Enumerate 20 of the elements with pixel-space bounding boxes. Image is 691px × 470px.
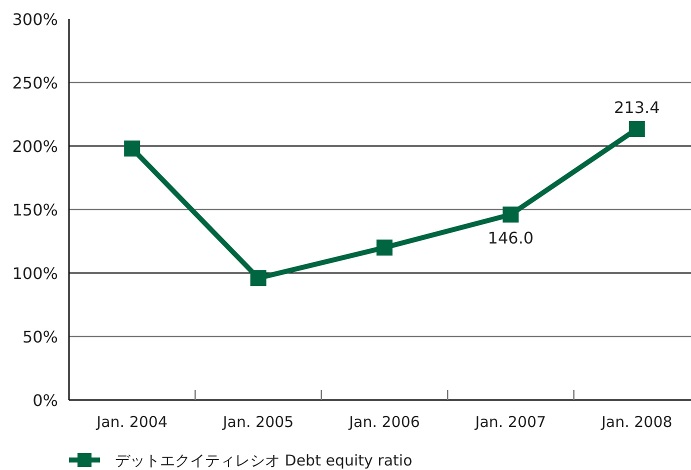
y-tick-label: 300% — [12, 10, 58, 29]
x-tick-label: Jan. 2004 — [96, 413, 168, 431]
point — [250, 270, 266, 286]
point — [124, 140, 140, 157]
data-label: 213.4 — [614, 98, 660, 117]
legend-label: デットエクイティレシオ Debt equity ratio — [115, 451, 412, 470]
y-tick-label: 200% — [12, 136, 58, 156]
y-tick-label: 150% — [12, 200, 58, 220]
data-label: 146.0 — [488, 228, 534, 248]
x-tick-label: Jan. 2005 — [222, 413, 294, 431]
y-tick-label: 50% — [22, 327, 58, 346]
x-tick-label: Jan. 2007 — [474, 413, 546, 431]
x-tick-label: Jan. 2006 — [348, 413, 420, 431]
y-tick-label: 250% — [12, 73, 58, 92]
point — [628, 120, 645, 137]
y-tick-label: 100% — [12, 264, 58, 283]
y-tick-label: 0% — [32, 390, 58, 410]
point — [376, 240, 392, 256]
point — [502, 206, 519, 223]
x-tick-label: Jan. 2008 — [600, 413, 672, 431]
